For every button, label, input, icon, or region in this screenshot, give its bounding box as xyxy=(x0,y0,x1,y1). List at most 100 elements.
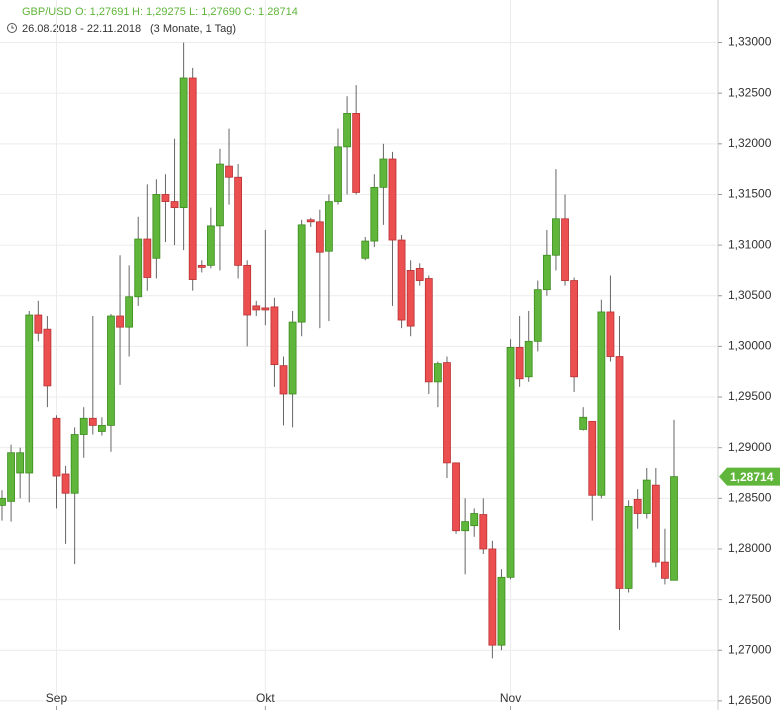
candle-body xyxy=(443,362,451,464)
candle-body xyxy=(225,165,233,178)
clock-hand xyxy=(11,25,14,29)
candle-body xyxy=(188,77,197,280)
candle-body xyxy=(152,194,161,259)
candle-body xyxy=(288,321,297,395)
candle-body xyxy=(243,264,252,316)
candle-body xyxy=(334,146,342,202)
y-tick-label: 1,33000 xyxy=(728,35,772,49)
candle-body xyxy=(170,201,179,209)
open-label: O: 1,27691 xyxy=(75,6,129,18)
candle-body xyxy=(606,311,615,357)
candle-body xyxy=(97,424,106,432)
candle-body xyxy=(134,238,143,298)
candle-body xyxy=(107,315,115,426)
y-tick-label: 1,29000 xyxy=(728,440,772,454)
high-label: H: 1,29275 xyxy=(132,6,186,18)
candle-body xyxy=(524,340,533,378)
y-tick-label: 1,27000 xyxy=(728,642,772,656)
candle-body xyxy=(306,219,315,223)
price-tag-label: 1,28714 xyxy=(730,470,774,484)
candle-body xyxy=(642,479,651,514)
candle-body xyxy=(7,452,15,502)
range-span: (3 Monate, 1 Tag) xyxy=(150,23,236,35)
candle-body xyxy=(497,576,506,646)
x-tick-label: Okt xyxy=(256,691,275,705)
candle-body xyxy=(515,347,524,380)
candle-body xyxy=(397,239,406,321)
candle-body xyxy=(433,363,442,383)
y-tick-label: 1,31000 xyxy=(728,237,772,251)
candle-body xyxy=(570,280,579,378)
candle-body xyxy=(533,289,542,342)
candle-body xyxy=(252,305,261,311)
candle-body xyxy=(488,548,497,646)
y-tick-label: 1,30500 xyxy=(728,288,772,302)
symbol: GBP/USD xyxy=(22,6,72,18)
candle-body xyxy=(161,194,170,202)
candle-body xyxy=(52,417,61,477)
candle-body xyxy=(588,420,597,496)
candle-body xyxy=(0,497,6,506)
candle-body xyxy=(542,254,551,291)
candle-body xyxy=(270,306,279,366)
candle-body xyxy=(561,218,569,281)
candle-body xyxy=(579,416,588,430)
candle-body xyxy=(143,238,152,278)
y-tick-label: 1,29500 xyxy=(728,389,772,403)
candle-body xyxy=(406,270,415,327)
date-range: 26.08.2018 - 22.11.2018 xyxy=(22,23,141,35)
y-tick-label: 1,30000 xyxy=(728,339,772,353)
candle-body xyxy=(343,113,351,148)
candle-body xyxy=(25,314,34,474)
candle-body xyxy=(279,365,288,395)
y-tick-label: 1,28000 xyxy=(728,541,772,555)
candle-body xyxy=(661,561,669,579)
candle-body xyxy=(206,225,215,266)
candle-body xyxy=(615,356,624,589)
candle-body xyxy=(61,473,70,494)
candle-body xyxy=(461,521,470,532)
candle-body xyxy=(125,296,134,328)
candle-body xyxy=(624,506,633,589)
candle-body xyxy=(234,176,243,266)
x-tick-label: Sep xyxy=(46,691,68,705)
candle-body xyxy=(651,484,660,563)
candle-body xyxy=(79,417,88,435)
y-tick-label: 1,31500 xyxy=(728,187,772,201)
candle-body xyxy=(352,113,361,193)
candle-body xyxy=(470,513,479,527)
candle-body xyxy=(506,347,515,578)
candle-body xyxy=(361,240,370,259)
candle-body xyxy=(597,311,606,496)
close-label: C: 1,28714 xyxy=(244,6,298,18)
candle-body xyxy=(34,314,43,334)
candle-body xyxy=(370,186,379,242)
candle-body xyxy=(88,417,97,426)
candle-body xyxy=(379,158,388,188)
clock-icon xyxy=(7,23,17,33)
candle-body xyxy=(325,201,333,252)
y-tick-label: 1,28500 xyxy=(728,490,772,504)
candle-body xyxy=(424,278,433,383)
candle-body xyxy=(216,163,224,227)
y-tick-label: 1,32000 xyxy=(728,136,772,150)
y-tick-label: 1,27500 xyxy=(728,592,772,606)
candle-body xyxy=(479,514,488,550)
low-label: L: 1,27690 xyxy=(189,6,241,18)
candle-body xyxy=(116,315,124,328)
candle-body xyxy=(633,498,642,514)
y-tick-label: 1,26500 xyxy=(728,693,772,707)
candle-body xyxy=(670,476,678,581)
candle-body xyxy=(16,452,25,474)
candle-body xyxy=(70,434,79,494)
price-tag xyxy=(719,467,780,486)
candle-body xyxy=(388,158,397,241)
x-tick-label: Nov xyxy=(500,691,521,705)
candle-body xyxy=(297,224,306,323)
candle-body xyxy=(179,77,188,209)
candle-body xyxy=(261,307,270,311)
candle-body xyxy=(43,328,52,387)
candle-body xyxy=(552,218,560,256)
candle-body xyxy=(197,264,206,268)
